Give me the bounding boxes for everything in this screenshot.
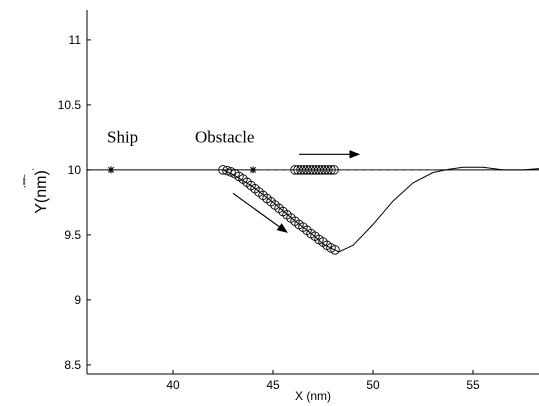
obstacle-marker [323, 165, 333, 175]
x-axis-label: X (nm) [295, 389, 331, 403]
annotation-label: Ship [107, 128, 138, 147]
plot-area [87, 10, 539, 374]
x-tick-label: 55 [466, 378, 480, 392]
marker-layer [107, 165, 340, 255]
x-tick-label: 40 [166, 378, 180, 392]
direction-arrow [232, 192, 288, 233]
x-tick-label: 45 [266, 378, 280, 392]
axis-layer: 40 45 50 55 8.5 9 9.5 10 10.5 11 [58, 10, 539, 392]
y-axis-label-overlay: ˊ˭˭ˉ ˌ [23, 167, 35, 188]
start-marker [107, 166, 115, 174]
x-tick-label: 50 [366, 378, 380, 392]
y-tick-label: 8.5 [64, 358, 81, 372]
y-tick-label: 10 [68, 163, 82, 177]
y-axis-label: Y(nm) [33, 170, 50, 214]
ship-marker [222, 165, 232, 176]
y-tick-label: 9.5 [64, 228, 81, 242]
annotation-layer: Ship Obstacle [107, 128, 361, 233]
ship-trajectory-line [222, 166, 539, 253]
annotation-label: Obstacle [195, 128, 254, 147]
start-marker [249, 166, 257, 174]
obstacle-marker [329, 165, 339, 175]
obstacle-marker [326, 165, 336, 175]
y-tick-label: 10.5 [58, 98, 82, 112]
ship-marker [330, 245, 340, 255]
y-tick-label: 11 [69, 33, 82, 47]
series-layer [87, 166, 539, 253]
y-tick-label: 9 [74, 293, 81, 307]
